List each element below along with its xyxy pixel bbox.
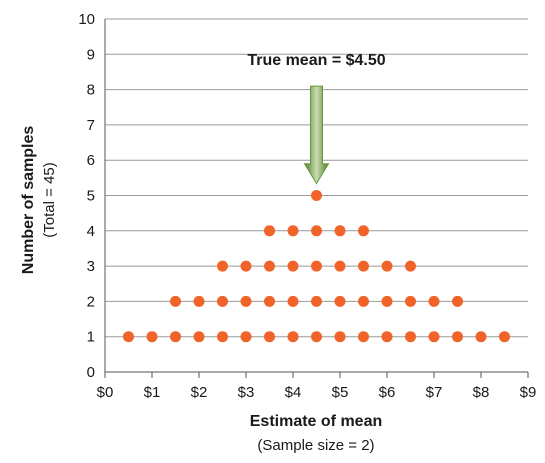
- data-point: [217, 331, 228, 343]
- data-point: [264, 260, 275, 272]
- data-point: [193, 331, 205, 343]
- data-point: [334, 331, 346, 343]
- data-point: [264, 331, 275, 343]
- data-point: [405, 331, 416, 343]
- data-point: [381, 260, 393, 272]
- data-point: [240, 295, 252, 307]
- data-point: [264, 225, 275, 237]
- data-points: [123, 190, 510, 343]
- x-tick-label: $5: [332, 384, 349, 401]
- y-axis-title: Number of samples: [20, 126, 37, 275]
- data-point: [311, 190, 322, 201]
- arrow-shape: [303, 85, 330, 185]
- y-tick-label: 5: [87, 188, 95, 205]
- data-point: [452, 295, 463, 307]
- data-point: [358, 260, 369, 272]
- x-axis-title: Estimate of mean: [250, 413, 382, 430]
- data-point: [311, 295, 322, 307]
- data-point: [428, 295, 440, 307]
- x-tick-labels: $0 $1 $2 $3 $4 $5 $6 $7 $8 $9: [97, 384, 537, 401]
- y-tick-label: 7: [87, 117, 95, 134]
- y-tick-labels: 0 1 2 3 4 5 6 7 8 9 10: [78, 11, 95, 381]
- x-tick-label: $6: [379, 384, 396, 401]
- data-point: [428, 331, 440, 343]
- axes: [104, 19, 529, 378]
- data-point: [217, 260, 228, 272]
- data-point: [405, 295, 416, 307]
- y-tick-label: 6: [87, 152, 95, 169]
- y-axis-subtitle: (Total = 45): [41, 162, 58, 237]
- true-mean-arrow: [303, 85, 330, 185]
- data-point: [475, 331, 487, 343]
- x-tick-label: $9: [520, 384, 537, 401]
- y-tick-label: 2: [87, 293, 95, 310]
- x-axis-subtitle: (Sample size = 2): [257, 437, 374, 454]
- data-point: [452, 331, 463, 343]
- y-tick-label: 0: [87, 364, 95, 381]
- x-tick-label: $7: [426, 384, 443, 401]
- data-point: [358, 331, 369, 343]
- data-point: [170, 331, 181, 343]
- x-tick-label: $0: [97, 384, 114, 401]
- y-tick-label: 3: [87, 258, 95, 275]
- data-point: [287, 260, 299, 272]
- data-point: [334, 295, 346, 307]
- data-point: [146, 331, 158, 343]
- data-point: [287, 225, 299, 237]
- x-tick-label: $4: [285, 384, 302, 401]
- data-point: [240, 260, 252, 272]
- data-point: [123, 331, 134, 343]
- y-tick-label: 4: [87, 223, 95, 240]
- data-point: [311, 260, 322, 272]
- data-point: [240, 331, 252, 343]
- x-tick-label: $1: [144, 384, 161, 401]
- y-tick-label: 10: [78, 11, 95, 28]
- data-point: [358, 225, 369, 237]
- data-point: [287, 331, 299, 343]
- data-point: [405, 260, 416, 272]
- x-tick-label: $3: [238, 384, 255, 401]
- true-mean-annotation: True mean = $4.50: [247, 52, 385, 69]
- data-point: [170, 295, 181, 307]
- data-point: [334, 225, 346, 237]
- data-point: [287, 295, 299, 307]
- data-point: [381, 295, 393, 307]
- data-point: [217, 295, 228, 307]
- x-tick-label: $8: [473, 384, 490, 401]
- data-point: [193, 295, 205, 307]
- y-tick-label: 9: [87, 46, 95, 63]
- data-point: [334, 260, 346, 272]
- data-point: [264, 295, 275, 307]
- data-point: [311, 225, 322, 237]
- data-point: [381, 331, 393, 343]
- data-point: [311, 331, 322, 343]
- y-tick-label: 8: [87, 82, 95, 99]
- y-tick-label: 1: [87, 329, 95, 346]
- data-point: [358, 295, 369, 307]
- data-point: [499, 331, 510, 343]
- x-tick-label: $2: [191, 384, 208, 401]
